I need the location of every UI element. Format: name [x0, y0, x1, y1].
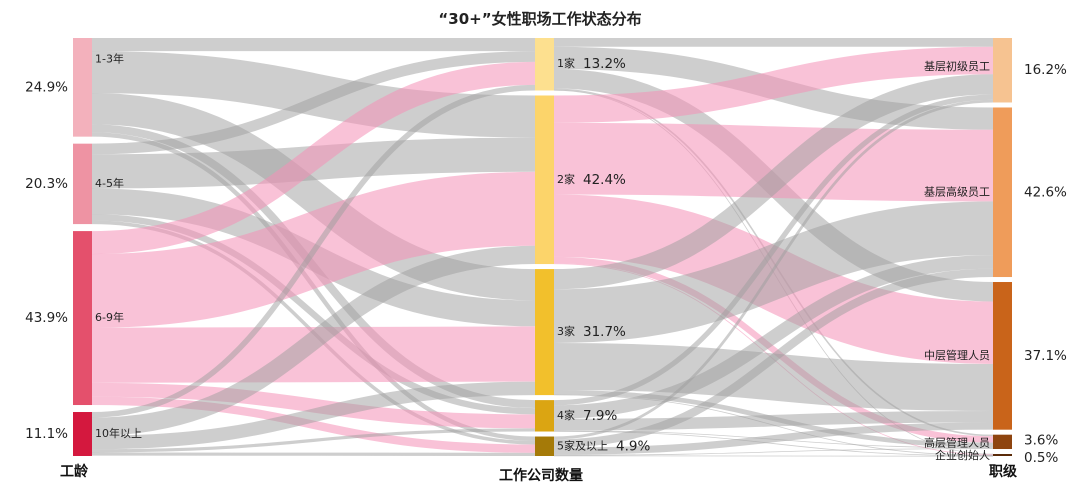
left-link-l1-m2: [91, 51, 536, 138]
middle-labelgroup-m2: 2家 42.4%: [557, 172, 626, 188]
middle-label-m1: 1家: [557, 56, 575, 70]
right-node-r3: [993, 282, 1012, 430]
right-node-r1: [993, 38, 1012, 103]
left-link-l4-m3: [91, 381, 536, 450]
left-link-l4-m2: [91, 245, 536, 436]
right-label-r1: 基层初级员工: [924, 59, 990, 73]
left-pct-l4: 11.1%: [25, 426, 68, 442]
middle-label-m4: 4家: [557, 408, 575, 422]
right-link-m3-r2: [553, 201, 994, 344]
right-node-r4: [993, 434, 1012, 450]
middle-labelgroup-m5: 5家及以上 4.9%: [557, 438, 650, 454]
left-pct-l2: 20.3%: [25, 176, 68, 192]
left-label-l2: 4-5年: [95, 176, 124, 190]
right-link-m5-r3: [553, 422, 994, 455]
right-pct-r1: 16.2%: [1024, 62, 1067, 78]
middle-node-m2: [535, 95, 554, 265]
middle-labelgroup-m4: 4家 7.9%: [557, 408, 617, 424]
right-pct-r4: 3.6%: [1024, 432, 1058, 448]
left-link-l1-m3: [91, 93, 536, 301]
left-link-l4-m4: [91, 428, 536, 453]
right-link-m4-r2: [553, 255, 994, 419]
left-label-l3: 6-9年: [95, 310, 124, 324]
left-link-l3-m5: [91, 396, 536, 453]
left-node-l1: [73, 38, 92, 137]
right-link-m5-r4: [553, 448, 994, 456]
middle-label-m2: 2家: [557, 172, 575, 186]
right-label-r5: 企业创始人: [935, 448, 990, 462]
right-pct-r2: 42.6%: [1024, 184, 1067, 200]
right-link-m4-r3: [553, 410, 994, 431]
right-link-m3-r1: [553, 74, 994, 290]
middle-column-title: 工作公司数量: [499, 467, 583, 484]
left-pct-l1: 24.9%: [25, 79, 68, 95]
right-link-m4-r1: [553, 94, 994, 406]
middle-labelgroup-m1: 1家 13.2%: [557, 56, 626, 72]
middle-pct-m1: 13.2%: [583, 56, 626, 72]
left-node-l2: [73, 143, 92, 225]
left-pct-l3: 43.9%: [25, 310, 68, 326]
right-label-r2: 基层高级员工: [924, 184, 990, 198]
left-label-l4: 10年以上: [95, 426, 142, 440]
right-column-title: 职级: [989, 463, 1018, 480]
middle-node-m4: [535, 400, 554, 432]
right-pct-r5: 0.5%: [1024, 450, 1058, 466]
middle-node-m3: [535, 269, 554, 396]
left-link-l3-m4: [91, 382, 536, 429]
right-node-r2: [993, 107, 1012, 278]
middle-node-m1: [535, 38, 554, 91]
left-label-l1: 1-3年: [95, 52, 124, 66]
chart-title: “30+”女性职场工作状态分布: [438, 10, 641, 28]
right-link-m3-r3: [553, 343, 994, 411]
left-link-l2-m1: [91, 51, 536, 155]
middle-pct-m2: 42.4%: [583, 172, 626, 188]
middle-label-m3: 3家: [557, 324, 575, 338]
left-link-l4-m1: [91, 84, 536, 418]
left-link-l3-m3: [91, 326, 536, 383]
right-link-m2-r1: [553, 46, 994, 123]
middle-label-m5: 5家及以上: [557, 438, 608, 452]
nodes-layer: [73, 38, 1012, 456]
right-link-m2-r2: [553, 122, 994, 202]
right-link-m5-r1: [553, 99, 994, 440]
left-link-l3-m1: [91, 61, 536, 255]
left-column-title: 工龄: [60, 463, 89, 480]
left-node-l3: [73, 231, 92, 406]
middle-pct-m3: 31.7%: [583, 324, 626, 340]
right-pct-r3: 37.1%: [1024, 348, 1067, 364]
middle-labelgroup-m3: 3家 31.7%: [557, 324, 626, 340]
middle-pct-m4: 7.9%: [583, 408, 617, 424]
right-link-m5-r2: [553, 268, 994, 448]
middle-node-m5: [535, 436, 554, 456]
middle-pct-m5: 4.9%: [616, 438, 650, 454]
left-node-l4: [73, 412, 92, 456]
right-label-r3: 中层管理人员: [924, 348, 990, 362]
links-layer: [91, 37, 994, 457]
right-label-r4: 高层管理人员: [924, 436, 990, 450]
right-node-r5: [993, 454, 1012, 456]
